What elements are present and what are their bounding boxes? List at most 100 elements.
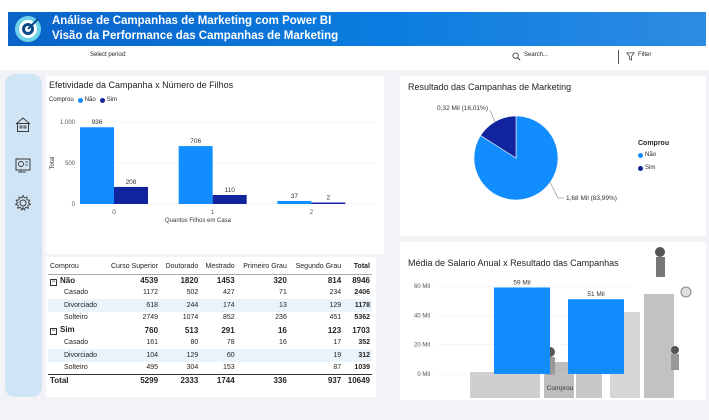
matrix-cell: 129 [288, 299, 344, 312]
matrix-cell: 451 [329, 314, 342, 322]
pie-chart-title: Resultado das Campanhas de Marketing [408, 82, 572, 92]
bar-chart-panel: Efetividade da Campanha x Número de Filh… [46, 76, 384, 254]
collapse-toggle-icon[interactable]: − [50, 278, 57, 286]
matrix-cell: 5299 [104, 373, 161, 387]
target-logo-icon [15, 16, 41, 42]
bar-Sim-1[interactable] [212, 194, 247, 204]
matrix-cell: 2749 [142, 314, 159, 322]
matrix-row-label: − Sim [50, 325, 75, 336]
bar-Sim-0[interactable] [114, 186, 148, 204]
matrix-cell: 5362 [354, 314, 370, 322]
matrix-cell: 1074 [182, 314, 199, 322]
search-icon [512, 52, 521, 61]
matrix-header-row: Comprou Curso Superior Doutorado Mestrado Pr… [48, 260, 372, 275]
y-tick-label: 1.000 [60, 120, 76, 126]
matrix-col-header[interactable]: Comprou [48, 260, 105, 275]
page-subtitle: Visão da Performance das Campanhas de Ma… [52, 30, 339, 42]
matrix-cell: 19 [288, 349, 344, 362]
salary-bar-Não[interactable] [494, 287, 550, 374]
matrix-col-header[interactable]: Total [343, 260, 372, 275]
x-tick-label: 0 [112, 209, 116, 216]
bar-data-label: 2 [327, 195, 331, 202]
matrix-cell: 852 [222, 314, 235, 322]
bar-chart: 1.000 500 0 Total 936 208 0 706 110 1 37 2 2 Quantos … [50, 119, 376, 224]
salary-chart-panel: Média de Salario Anual x Resultado das C… [400, 242, 706, 400]
x-axis-label: Quantos Filhos em Casa [165, 218, 232, 224]
matrix-col-header[interactable]: Doutorado [160, 260, 201, 275]
matrix-cell: 2406 [354, 289, 370, 297]
dashboard-icon[interactable] [14, 156, 32, 174]
matrix-cell: 236 [275, 314, 287, 322]
bar-data-label: 37 [291, 193, 299, 200]
pie-legend-title: Comprou [638, 140, 670, 147]
bar-chart-legend: Comprou Não Sim [49, 97, 117, 103]
pie-data-label-nao: 1,68 Mil (83,99%) [566, 195, 617, 202]
matrix-row: Casado 1172 502 427 71 234 2406 [48, 287, 372, 300]
salary-bar-chart: 60 Mil 40 Mil 20 Mil 0 Mil 59 Mil 51 Mil Compr… [414, 279, 630, 392]
matrix-cell: 1703 [352, 325, 370, 335]
x-tick-label: 1 [211, 209, 215, 216]
matrix-cell: 320 [273, 276, 287, 285]
matrix-cell: 153 [222, 364, 235, 371]
matrix-cell: 16 [277, 325, 287, 335]
bar-Não-2[interactable] [277, 200, 312, 204]
pie-legend-nao: Não [634, 152, 656, 158]
bar-data-label: 706 [190, 138, 201, 145]
matrix-cell: 8946 [352, 276, 370, 285]
home-icon[interactable] [14, 116, 32, 134]
matrix-cell: 129 [160, 349, 201, 362]
bar-Sim-2[interactable] [311, 202, 346, 205]
report-header: Análise de Campanhas de Marketing com Po… [8, 12, 706, 46]
search-input[interactable]: Search... [524, 52, 549, 58]
matrix-row-label: − Não [50, 275, 76, 286]
matrix-row-label: Casado [64, 289, 89, 297]
matrix-cell: 16 [279, 339, 287, 347]
matrix-col-header[interactable]: Mestrado [200, 260, 237, 275]
collapse-toggle-icon[interactable]: − [50, 328, 57, 336]
salary-bar-Sim[interactable] [568, 299, 624, 374]
pie-chart-panel: Resultado das Campanhas de Marketing 1,6… [400, 76, 706, 236]
bar-Não-1[interactable] [178, 146, 213, 204]
matrix-row: Total 5299 2333 1744 336 937 10649 [48, 373, 372, 387]
matrix-cell: 814 [327, 276, 342, 285]
bar-data-label: 936 [92, 119, 103, 126]
matrix-col-header[interactable]: Segundo Grau [288, 260, 344, 275]
pie-legend-label-nao: Não [645, 152, 657, 158]
period-select[interactable]: Select period: [90, 52, 127, 58]
matrix-cell: 17 [333, 339, 342, 347]
matrix-cell: 104 [104, 349, 161, 362]
matrix-cell: 312 [343, 349, 372, 362]
matrix-cell: 10649 [343, 373, 372, 387]
matrix-col-header[interactable]: Primeiro Grau [236, 260, 289, 275]
search-box[interactable]: Search... [508, 48, 616, 66]
matrix-cell: 427 [222, 289, 235, 297]
legend-swatch-nao [77, 97, 83, 103]
matrix-row: Divorciado 618 244 174 13 129 1178 [48, 299, 372, 312]
bar-Não-0[interactable] [80, 127, 114, 204]
page-title: Análise de Campanhas de Marketing com Po… [52, 15, 332, 27]
matrix-cell: 71 [279, 289, 287, 297]
legend-swatch-sim [99, 97, 105, 103]
matrix-cell: 80 [190, 339, 199, 347]
matrix-cell: 937 [288, 373, 344, 387]
bar-chart-title: Efetividade da Campanha x Número de Filh… [49, 80, 234, 90]
filter-button[interactable]: Filter [624, 48, 664, 66]
pie-slice-Sim[interactable] [480, 115, 517, 159]
x-tick-label: 2 [310, 209, 314, 216]
matrix-row: − Sim 760 513 291 16 123 1703 [48, 324, 372, 337]
leader-line [489, 109, 496, 123]
matrix-cell: 13 [236, 299, 289, 312]
filter-icon [626, 52, 635, 61]
matrix-cell: 513 [184, 325, 199, 335]
matrix-cell: 1039 [354, 364, 370, 371]
matrix-row: Solteiro 495 304 153 87 1039 [48, 362, 372, 375]
matrix-cell: 78 [226, 339, 235, 347]
salary-data-label: 51 Mil [587, 291, 605, 298]
leader-line [549, 181, 559, 199]
matrix-col-header[interactable]: Curso Superior [104, 260, 161, 275]
salary-chart-title: Média de Salario Anual x Resultado das C… [408, 258, 619, 268]
matrix-row-label: Divorciado [48, 299, 105, 312]
settings-gear-icon[interactable] [14, 194, 32, 212]
matrix-cell: 352 [358, 339, 370, 347]
people-illustration-icon [470, 247, 692, 398]
